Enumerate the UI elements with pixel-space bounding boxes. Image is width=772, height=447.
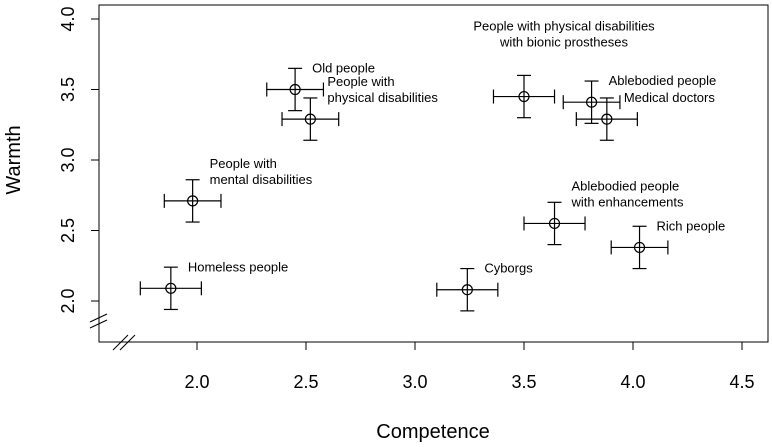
x-tick-label: 3.5 — [511, 372, 536, 392]
y-axis-title: Warmth — [3, 125, 25, 194]
point-label-line: Rich people — [657, 218, 726, 233]
data-point-people-with-physical-disabilities-with-bionic-prostheses: People with physical disabilities with bi… — [473, 19, 655, 119]
point-label: Ablebodied people — [609, 73, 717, 88]
axis-break-markers — [89, 313, 136, 351]
point-label: Cyborgs — [484, 261, 533, 276]
point-label: Old people — [312, 61, 375, 76]
y-tick-label: 4.0 — [58, 6, 78, 31]
point-label-line: with bionic prostheses — [499, 35, 628, 50]
point-label: People with physical disabilities with bi… — [473, 19, 655, 50]
data-point-medical-doctors: Medical doctors — [575, 90, 716, 141]
point-marker — [304, 113, 316, 125]
y-tick-label: 3.5 — [58, 77, 78, 102]
point-label-line: Ablebodied people — [609, 73, 717, 88]
x-axis: 2.0 2.5 3.0 3.5 4.0 4.5 — [184, 341, 755, 392]
point-marker — [461, 284, 473, 296]
point-marker — [633, 241, 646, 254]
x-axis-break-mark — [119, 334, 136, 351]
x-axis-break-mark — [112, 334, 129, 351]
point-marker — [289, 83, 301, 96]
point-label-line: Ablebodied people — [572, 178, 680, 193]
point-label-line: People with — [210, 156, 277, 171]
point-label-line: People with physical disabilities — [473, 19, 655, 34]
x-axis-title: Competence — [376, 421, 489, 443]
y-tick-label: 3.0 — [58, 147, 78, 172]
y-axis: 2.0 2.5 3.0 3.5 4.0 — [58, 6, 100, 314]
data-point-cyborgs: Cyborgs — [436, 261, 533, 312]
point-label-line: People with — [327, 74, 394, 89]
point-marker — [585, 96, 598, 108]
point-marker — [187, 195, 199, 207]
point-label: Ablebodied people with enhancements — [571, 178, 685, 209]
point-marker — [548, 217, 561, 230]
point-label-line: Old people — [312, 61, 375, 76]
plot-frame — [98, 4, 769, 343]
point-label: People with physical disabilities — [327, 74, 438, 105]
data-point-old-people: Old people — [266, 61, 375, 112]
y-tick-label: 2.0 — [58, 288, 78, 313]
x-tick-label: 4.5 — [729, 372, 754, 392]
point-label-line: physical disabilities — [327, 90, 438, 105]
point-marker — [165, 282, 177, 294]
x-tick-label: 2.0 — [184, 372, 209, 392]
y-tick-label: 2.5 — [58, 218, 78, 243]
point-marker — [518, 90, 530, 103]
data-point-people-with-physical-disabilities: People with physical disabilities — [281, 74, 438, 141]
point-label-line: Homeless people — [188, 259, 288, 274]
x-tick-label: 4.0 — [620, 372, 645, 392]
y-axis-break-mark — [89, 319, 108, 329]
data-point-people-with-mental-disabilities: People with mental disabilities — [163, 156, 313, 223]
point-label-line: Cyborgs — [484, 261, 533, 276]
point-label: Homeless people — [188, 259, 288, 274]
data-point-rich-people: Rich people — [610, 218, 726, 270]
data-point-homeless-people: Homeless people — [139, 259, 288, 311]
y-axis-break-mark — [89, 313, 108, 323]
data-point-ablebodied-people: Ablebodied people — [562, 73, 717, 124]
data-point-ablebodied-people-with-enhancements: Ablebodied people with enhancements — [523, 178, 685, 246]
point-marker — [601, 113, 613, 125]
point-label-line: Medical doctors — [624, 90, 716, 105]
x-tick-label: 3.0 — [402, 372, 427, 392]
point-label: Medical doctors — [624, 90, 716, 105]
point-label: People with mental disabilities — [210, 156, 313, 187]
point-label-line: with enhancements — [571, 194, 685, 209]
point-label-line: mental disabilities — [210, 172, 313, 187]
point-label: Rich people — [657, 218, 726, 233]
x-tick-label: 2.5 — [293, 372, 318, 392]
